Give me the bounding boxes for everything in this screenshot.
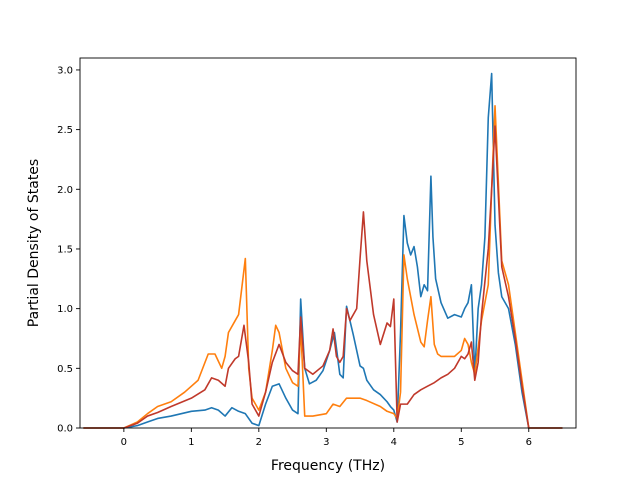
y-tick-label: 1.5 [57, 244, 73, 255]
y-tick-label: 3.0 [57, 65, 73, 76]
pdos-series-3-line [83, 125, 563, 429]
series-layer [83, 72, 563, 429]
x-tick-label: 1 [188, 437, 194, 448]
x-axis-title: Frequency (THz) [271, 458, 385, 474]
x-tick-label: 3 [323, 437, 329, 448]
y-axis-title: Partial Density of States [26, 159, 42, 327]
plot-frame [79, 57, 577, 429]
pdos-series-1-line [83, 72, 563, 429]
y-axis: 0.0 0.5 1.0 1.5 2.0 2.5 3.0 [57, 65, 80, 435]
y-tick-label: 1.0 [57, 304, 73, 315]
x-tick-label: 0 [121, 437, 127, 448]
x-tick-label: 5 [458, 437, 464, 448]
x-tick-label: 2 [256, 437, 262, 448]
y-tick-label: 0.5 [57, 364, 73, 375]
y-tick-label: 0.0 [57, 424, 73, 435]
x-tick-label: 6 [526, 437, 532, 448]
x-tick-label: 4 [391, 437, 397, 448]
pdos-series-2-line [83, 104, 563, 429]
y-tick-label: 2.5 [57, 125, 73, 136]
x-axis: 0 1 2 3 4 5 6 [121, 428, 532, 448]
y-tick-label: 2.0 [57, 185, 73, 196]
